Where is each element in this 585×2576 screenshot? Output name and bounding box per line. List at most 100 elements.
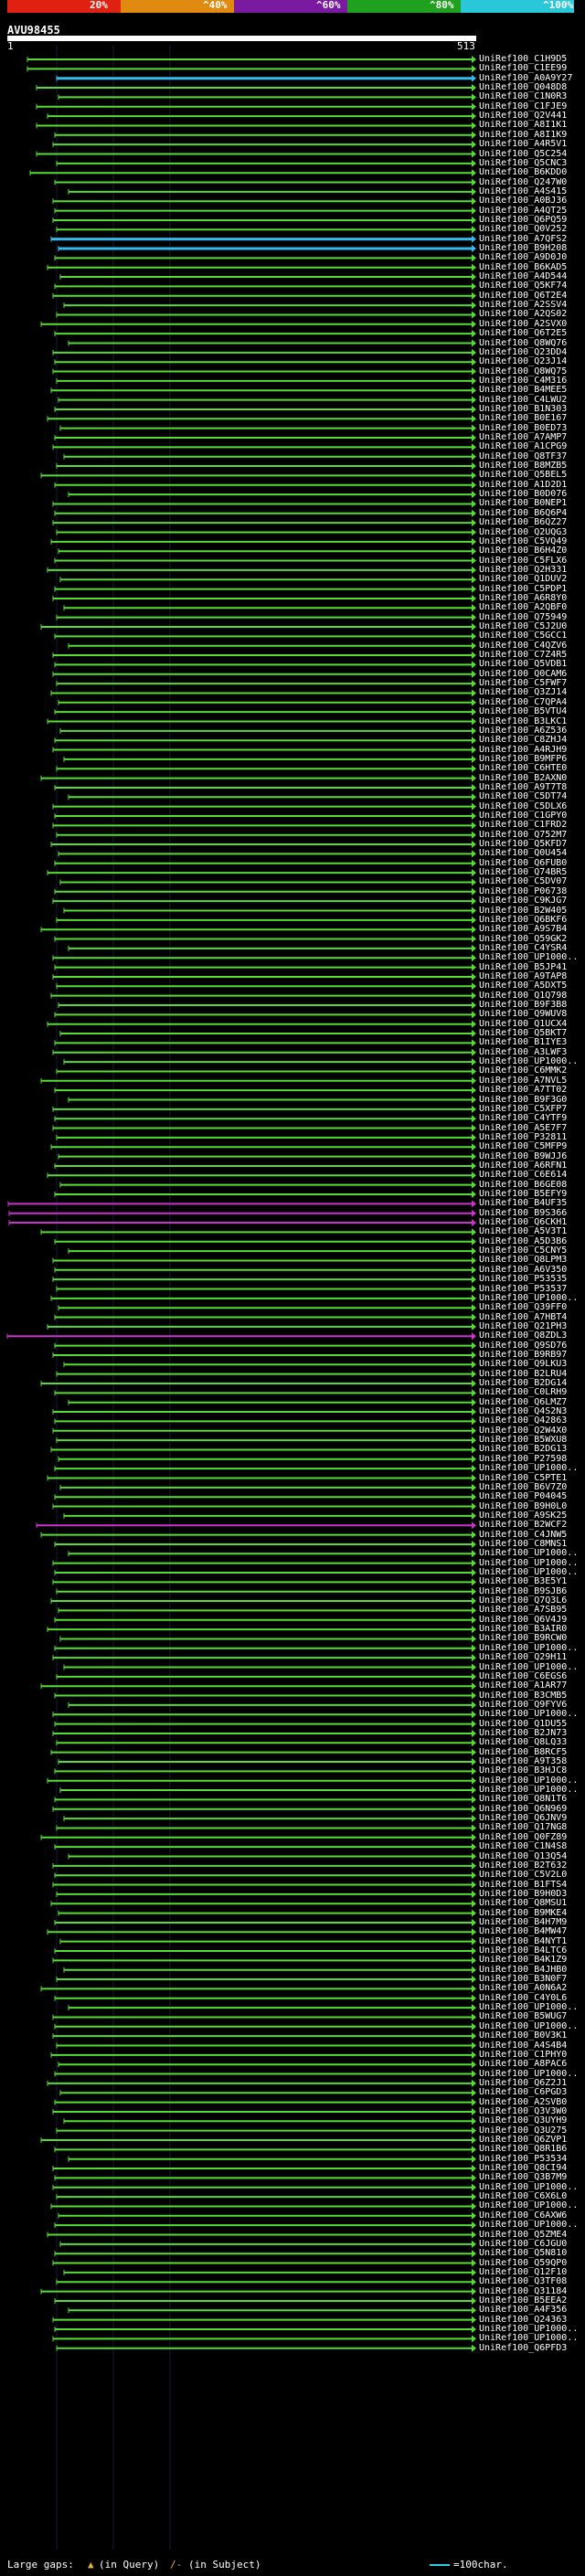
hit-label[interactable]: UniRef100_B9H208 xyxy=(479,243,568,253)
hit-label[interactable]: UniRef100_B4JHB0 xyxy=(479,1964,568,1975)
hit-label[interactable]: UniRef100_UP1000.. xyxy=(479,1709,579,1720)
hit-label[interactable]: UniRef100_UP1000.. xyxy=(479,2068,579,2079)
hit-label[interactable]: UniRef100_A6Z536 xyxy=(479,725,568,736)
hit-label[interactable]: UniRef100_Q6V4J9 xyxy=(479,1614,568,1625)
hit-label[interactable]: UniRef100_A9T7T8 xyxy=(479,781,568,792)
hit-label[interactable]: UniRef100_C1N0R3 xyxy=(479,91,568,102)
hit-label[interactable]: UniRef100_Q8LQ33 xyxy=(479,1737,568,1748)
hit-label[interactable]: UniRef100_UP1000.. xyxy=(479,1642,579,1653)
hit-label[interactable]: UniRef100_B0NEP1 xyxy=(479,498,568,509)
hit-label[interactable]: UniRef100_A4R5V1 xyxy=(479,139,568,150)
hit-label[interactable]: UniRef100_B6KDD0 xyxy=(479,167,568,178)
hit-label[interactable]: UniRef100_C1EE99 xyxy=(479,63,568,74)
hit-label[interactable]: UniRef100_C5PDP1 xyxy=(479,583,568,594)
hit-label[interactable]: UniRef100_A0A9Y27 xyxy=(479,72,573,83)
hit-label[interactable]: UniRef100_B5EEA2 xyxy=(479,2295,568,2306)
hit-label[interactable]: UniRef100_A0BJ36 xyxy=(479,196,568,207)
hit-label[interactable]: UniRef100_Q6Z2J1 xyxy=(479,2077,568,2088)
hit-label[interactable]: UniRef100_B5VTU4 xyxy=(479,706,568,717)
hit-label[interactable]: UniRef100_C1N4S8 xyxy=(479,1841,568,1852)
hit-label[interactable]: UniRef100_B2DG14 xyxy=(479,1378,568,1388)
hit-label[interactable]: UniRef100_A3LWF3 xyxy=(479,1046,568,1057)
hit-label[interactable]: UniRef100_C5CNY5 xyxy=(479,1246,568,1256)
hit-label[interactable]: UniRef100_B4MW47 xyxy=(479,1926,568,1937)
hit-label[interactable]: UniRef100_C0LRH9 xyxy=(479,1387,568,1398)
hit-label[interactable]: UniRef100_P06738 xyxy=(479,885,568,896)
hit-label[interactable]: UniRef100_Q13Q54 xyxy=(479,1850,568,1861)
hit-label[interactable]: UniRef100_Q048D8 xyxy=(479,82,568,93)
hit-label[interactable]: UniRef100_B9RB97 xyxy=(479,1349,568,1360)
hit-label[interactable]: UniRef100_P32811 xyxy=(479,1131,568,1142)
hit-label[interactable]: UniRef100_C7QPA4 xyxy=(479,696,568,707)
hit-label[interactable]: UniRef100_A8I1K1 xyxy=(479,120,568,131)
hit-label[interactable]: UniRef100_C4YSR4 xyxy=(479,942,568,953)
hit-label[interactable]: UniRef100_A4RJH9 xyxy=(479,744,568,755)
hit-label[interactable]: UniRef100_Q59QP0 xyxy=(479,2257,568,2268)
hit-label[interactable]: UniRef100_A9T358 xyxy=(479,1756,568,1766)
hit-label[interactable]: UniRef100_Q5KF74 xyxy=(479,281,568,292)
hit-label[interactable]: UniRef100_UP1000.. xyxy=(479,2324,579,2334)
hit-label[interactable]: UniRef100_A7QFS2 xyxy=(479,233,568,244)
hit-label[interactable]: UniRef100_Q8LPM3 xyxy=(479,1255,568,1266)
hit-label[interactable]: UniRef100_C4JNW5 xyxy=(479,1529,568,1540)
hit-label[interactable]: UniRef100_UP1000.. xyxy=(479,2333,579,2344)
hit-label[interactable]: UniRef100_C5V2L0 xyxy=(479,1870,568,1881)
hit-label[interactable]: UniRef100_UP1000.. xyxy=(479,1463,579,1474)
hit-label[interactable]: UniRef100_A8PAC6 xyxy=(479,2059,568,2070)
hit-label[interactable]: UniRef100_P04045 xyxy=(479,1491,568,1502)
hit-label[interactable]: UniRef100_B2LRU4 xyxy=(479,1368,568,1379)
hit-label[interactable]: UniRef100_B4LTC6 xyxy=(479,1945,568,1956)
hit-label[interactable]: UniRef100_C5VQ49 xyxy=(479,535,568,546)
hit-label[interactable]: UniRef100_C4Y0L6 xyxy=(479,1992,568,2003)
hit-label[interactable]: UniRef100_A2SSV4 xyxy=(479,300,568,311)
hit-label[interactable]: UniRef100_B3HJC8 xyxy=(479,1765,568,1776)
hit-label[interactable]: UniRef100_A1CPG9 xyxy=(479,441,568,452)
hit-label[interactable]: UniRef100_Q9SD76 xyxy=(479,1340,568,1351)
hit-label[interactable]: UniRef100_Q6BKF6 xyxy=(479,914,568,925)
hit-label[interactable]: UniRef100_A5DXT5 xyxy=(479,981,568,991)
hit-label[interactable]: UniRef100_Q59GK2 xyxy=(479,933,568,944)
hit-label[interactable]: UniRef100_A7TT02 xyxy=(479,1085,568,1096)
hit-label[interactable]: UniRef100_B3N0F7 xyxy=(479,1974,568,1985)
hit-label[interactable]: UniRef100_C6PGD3 xyxy=(479,2087,568,2098)
hit-label[interactable]: UniRef100_B3CMB5 xyxy=(479,1690,568,1701)
hit-label[interactable]: UniRef100_Q39FF0 xyxy=(479,1302,568,1313)
hit-label[interactable]: UniRef100_Q7Q3L6 xyxy=(479,1595,568,1606)
hit-label[interactable]: UniRef100_UP1000.. xyxy=(479,1557,579,1568)
hit-label[interactable]: UniRef100_B0V3K1 xyxy=(479,2030,568,2041)
hit-label[interactable]: UniRef100_P53537 xyxy=(479,1283,568,1294)
hit-label[interactable]: UniRef100_B6KAD5 xyxy=(479,261,568,272)
hit-label[interactable]: UniRef100_Q29H11 xyxy=(479,1652,568,1663)
hit-label[interactable]: UniRef100_B3E5Y1 xyxy=(479,1576,568,1587)
hit-label[interactable]: UniRef100_B3AIR0 xyxy=(479,1624,568,1635)
hit-label[interactable]: UniRef100_C5FLX6 xyxy=(479,555,568,566)
hit-label[interactable]: UniRef100_Q1UCX4 xyxy=(479,1018,568,1029)
hit-label[interactable]: UniRef100_Q8MSU1 xyxy=(479,1898,568,1909)
hit-label[interactable]: UniRef100_UP1000.. xyxy=(479,2220,579,2231)
hit-label[interactable]: UniRef100_B5JP41 xyxy=(479,961,568,972)
hit-label[interactable]: UniRef100_B4MEE5 xyxy=(479,385,568,396)
hit-label[interactable]: UniRef100_C8MNS1 xyxy=(479,1538,568,1549)
hit-label[interactable]: UniRef100_Q9LKU3 xyxy=(479,1359,568,1370)
hit-label[interactable]: UniRef100_A7NVL5 xyxy=(479,1075,568,1086)
hit-label[interactable]: UniRef100_B5EFY9 xyxy=(479,1189,568,1199)
hit-label[interactable]: UniRef100_A4D544 xyxy=(479,271,568,282)
hit-label[interactable]: UniRef100_UP1000.. xyxy=(479,1548,579,1559)
hit-label[interactable]: UniRef100_Q42863 xyxy=(479,1415,568,1426)
hit-label[interactable]: UniRef100_B9F3G0 xyxy=(479,1094,568,1105)
hit-label[interactable]: UniRef100_C5MFP9 xyxy=(479,1141,568,1152)
hit-label[interactable]: UniRef100_A1AR77 xyxy=(479,1680,568,1691)
hit-label[interactable]: UniRef100_A6R8Y0 xyxy=(479,592,568,603)
hit-label[interactable]: UniRef100_Q8WQ75 xyxy=(479,366,568,376)
hit-label[interactable]: UniRef100_C5DLX6 xyxy=(479,800,568,811)
hit-label[interactable]: UniRef100_Q21PH3 xyxy=(479,1320,568,1331)
hit-label[interactable]: UniRef100_A5D3B6 xyxy=(479,1235,568,1246)
hit-label[interactable]: UniRef100_Q6PQ59 xyxy=(479,214,568,225)
hit-label[interactable]: UniRef100_B1FTS4 xyxy=(479,1879,568,1890)
hit-label[interactable]: UniRef100_B6V7Z0 xyxy=(479,1481,568,1492)
hit-label[interactable]: UniRef100_C6JGU0 xyxy=(479,2238,568,2249)
hit-label[interactable]: UniRef100_C4M316 xyxy=(479,375,568,386)
hit-label[interactable]: UniRef100_Q0CAM6 xyxy=(479,668,568,679)
hit-label[interactable]: UniRef100_A7HBT4 xyxy=(479,1311,568,1322)
hit-label[interactable]: UniRef100_B1N303 xyxy=(479,403,568,414)
